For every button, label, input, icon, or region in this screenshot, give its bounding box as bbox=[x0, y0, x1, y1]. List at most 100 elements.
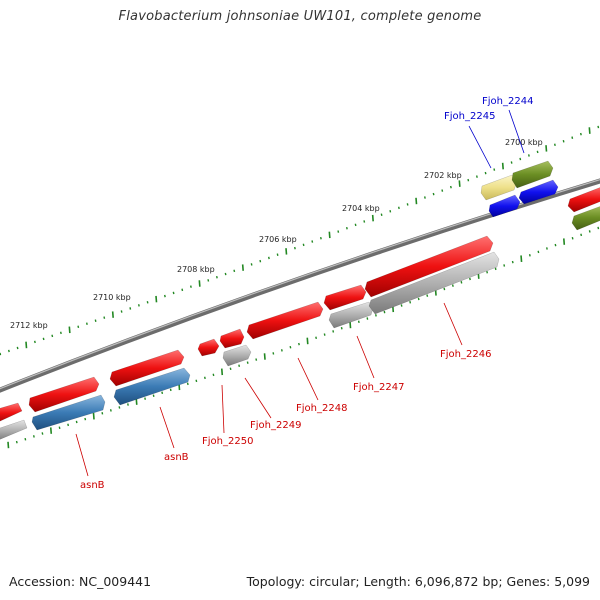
major-tick bbox=[25, 341, 28, 349]
minor-tick bbox=[332, 330, 335, 333]
gene-label-asnb-2[interactable]: asnB bbox=[164, 452, 189, 463]
minor-tick bbox=[32, 435, 35, 438]
major-tick bbox=[155, 295, 158, 303]
gene-label-fjoh-2247[interactable]: Fjoh_2247 bbox=[353, 382, 404, 393]
gene-label-fjoh-2245[interactable]: Fjoh_2245 bbox=[444, 111, 495, 122]
minor-tick bbox=[172, 291, 175, 295]
gene-steel[interactable] bbox=[113, 367, 191, 406]
minor-tick bbox=[380, 213, 383, 216]
minor-tick bbox=[417, 297, 420, 301]
minor-tick bbox=[580, 233, 583, 237]
minor-tick bbox=[146, 301, 149, 304]
minor-tick bbox=[432, 192, 435, 196]
leader-line bbox=[159, 406, 175, 449]
label-leaders bbox=[75, 109, 525, 477]
minor-tick bbox=[41, 432, 44, 435]
accession-text: Accession: NC_009441 bbox=[9, 574, 152, 589]
minor-tick bbox=[337, 230, 340, 233]
minor-tick bbox=[103, 316, 106, 319]
minor-tick bbox=[101, 412, 104, 415]
scale-labels: 2712 kbp 2710 kbp 2708 kbp 2706 kbp 2704… bbox=[10, 138, 543, 330]
minor-tick bbox=[137, 304, 140, 307]
gene-label-fjoh-2248[interactable]: Fjoh_2248 bbox=[296, 403, 347, 414]
gene-labels: asnB asnB Fjoh_2250 Fjoh_2249 Fjoh_2248 … bbox=[80, 96, 533, 491]
minor-tick bbox=[354, 223, 357, 227]
leader-line bbox=[508, 109, 525, 154]
gene-red[interactable] bbox=[28, 376, 100, 413]
minor-tick bbox=[528, 254, 531, 257]
minor-tick bbox=[302, 243, 305, 247]
leader-line bbox=[468, 125, 492, 169]
minor-tick bbox=[511, 260, 514, 264]
minor-tick bbox=[571, 136, 574, 139]
minor-tick bbox=[215, 275, 218, 279]
minor-tick bbox=[84, 417, 87, 421]
minor-tick bbox=[51, 334, 54, 338]
minor-tick bbox=[554, 243, 557, 247]
scale-label: 2712 kbp bbox=[10, 321, 48, 330]
outer-tick-ring bbox=[0, 125, 600, 356]
minor-tick bbox=[345, 226, 348, 230]
minor-tick bbox=[537, 250, 540, 254]
major-tick bbox=[520, 255, 523, 262]
gene-steel[interactable] bbox=[31, 394, 106, 431]
minor-tick bbox=[15, 440, 18, 444]
gene-blue[interactable] bbox=[488, 194, 521, 218]
gene-gray[interactable] bbox=[0, 419, 28, 441]
gene-olive[interactable] bbox=[571, 205, 600, 231]
gene-pale[interactable] bbox=[480, 174, 518, 201]
minor-tick bbox=[118, 406, 121, 409]
minor-tick bbox=[195, 379, 198, 383]
minor-tick bbox=[449, 185, 452, 189]
minor-tick bbox=[319, 236, 322, 240]
minor-tick bbox=[127, 403, 129, 406]
gene-olive[interactable] bbox=[511, 160, 554, 189]
major-tick bbox=[545, 145, 548, 152]
minor-tick bbox=[527, 154, 530, 157]
leader-line bbox=[297, 357, 319, 401]
major-tick bbox=[458, 180, 461, 187]
topology-text: Topology: circular; Length: 6,096,872 bp… bbox=[246, 574, 590, 589]
gene-gray[interactable] bbox=[368, 251, 500, 315]
gene-red[interactable] bbox=[567, 186, 600, 213]
gene-red[interactable] bbox=[246, 301, 324, 340]
gene-red[interactable] bbox=[323, 284, 367, 311]
major-tick bbox=[220, 368, 224, 376]
major-tick bbox=[49, 427, 53, 434]
gene-gray[interactable] bbox=[222, 344, 252, 367]
gene-track bbox=[0, 160, 600, 441]
minor-tick bbox=[469, 277, 471, 281]
minor-tick bbox=[467, 178, 470, 182]
gene-label-fjoh-2249[interactable]: Fjoh_2249 bbox=[250, 420, 301, 431]
major-tick bbox=[501, 162, 504, 170]
gene-red[interactable] bbox=[219, 328, 245, 349]
minor-tick bbox=[16, 346, 19, 350]
minor-tick bbox=[486, 270, 489, 274]
minor-tick bbox=[409, 300, 412, 304]
minor-tick bbox=[250, 263, 253, 266]
gene-red[interactable] bbox=[364, 235, 494, 298]
gene-label-fjoh-2244[interactable]: Fjoh_2244 bbox=[482, 96, 533, 107]
gene-label-asnb-1[interactable]: asnB bbox=[80, 480, 105, 491]
scale-label: 2700 kbp bbox=[505, 138, 543, 147]
gene-red[interactable] bbox=[197, 338, 220, 357]
scale-label: 2706 kbp bbox=[259, 235, 297, 244]
minor-tick bbox=[571, 236, 574, 240]
gene-gray[interactable] bbox=[328, 301, 374, 329]
minor-tick bbox=[85, 322, 88, 325]
major-tick bbox=[263, 353, 266, 360]
leader-line bbox=[244, 377, 272, 419]
major-tick bbox=[241, 264, 244, 271]
minor-tick bbox=[42, 337, 45, 341]
gene-red[interactable] bbox=[109, 349, 185, 387]
minor-tick bbox=[144, 397, 146, 400]
gene-label-fjoh-2246[interactable]: Fjoh_2246 bbox=[440, 349, 491, 360]
minor-tick bbox=[94, 319, 97, 322]
leader-line bbox=[221, 384, 225, 434]
gene-label-fjoh-2250[interactable]: Fjoh_2250 bbox=[202, 436, 253, 447]
minor-tick bbox=[389, 210, 392, 213]
gene-blue[interactable] bbox=[518, 179, 559, 205]
minor-tick bbox=[59, 331, 62, 335]
gene-red[interactable] bbox=[0, 402, 23, 423]
